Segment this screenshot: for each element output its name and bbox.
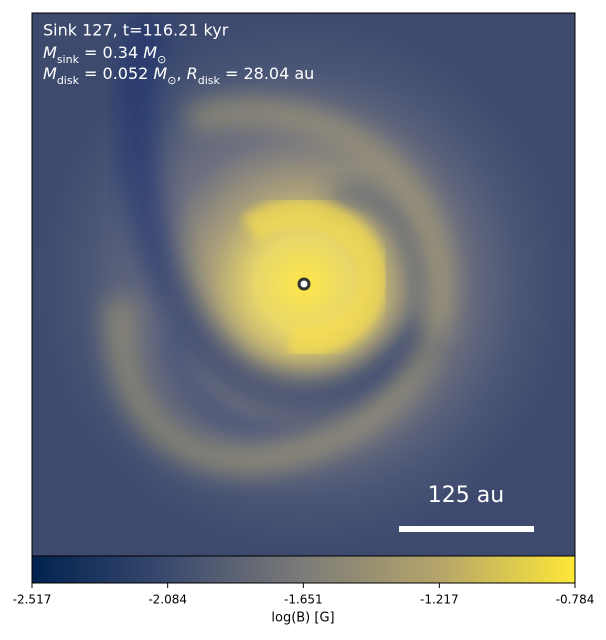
scale-bar-label: 125 au bbox=[428, 483, 504, 508]
colorbar-label: log(B) [G] bbox=[271, 611, 334, 626]
annotation-part: disk bbox=[198, 74, 221, 87]
annotation-part: ⊙ bbox=[167, 74, 176, 87]
colorbar-tick-label: -1.651 bbox=[284, 593, 323, 607]
title: Sink 127, t=116.21 kyr bbox=[43, 21, 229, 40]
annotation-part: R bbox=[187, 64, 198, 83]
annotation-part: disk bbox=[57, 74, 80, 87]
annotation-part: = 28.04 au bbox=[220, 64, 314, 83]
annotation-part: M bbox=[43, 43, 57, 62]
annotation-part: M bbox=[43, 64, 57, 83]
annotation-part: M bbox=[143, 43, 157, 62]
annotation: Msink = 0.34 M⊙ bbox=[43, 43, 166, 66]
annotation-part: M bbox=[153, 64, 167, 83]
colorbar-tick-label: -1.217 bbox=[420, 593, 459, 607]
annotation: Mdisk = 0.052 M⊙, Rdisk = 28.04 au bbox=[43, 64, 314, 87]
field-map bbox=[32, 13, 575, 556]
annotation-part: , bbox=[176, 64, 186, 83]
colorbar-tick-label: -2.084 bbox=[148, 593, 187, 607]
colorbar-tick-label: -0.784 bbox=[556, 593, 595, 607]
annotation-part: sink bbox=[57, 53, 80, 66]
colorbar bbox=[31, 555, 576, 584]
annotation-part: ⊙ bbox=[157, 53, 166, 66]
annotation-part: = 0.34 bbox=[79, 43, 143, 62]
colorbar-tick-label: -2.517 bbox=[13, 593, 52, 607]
annotation-part: = 0.052 bbox=[79, 64, 153, 83]
